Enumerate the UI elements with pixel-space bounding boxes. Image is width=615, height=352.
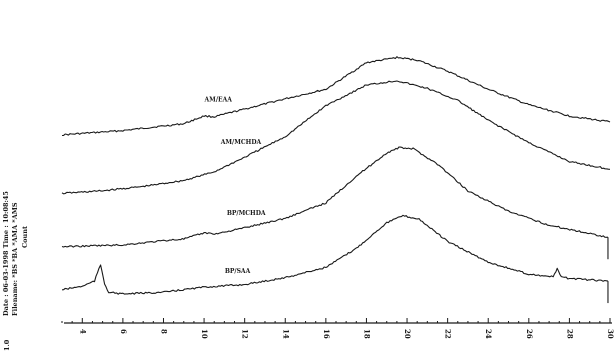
series-label: AM/EAA — [204, 97, 233, 104]
series-label: BP/SAA — [225, 268, 251, 275]
x-tick-label: 30 — [606, 329, 615, 339]
y-tick-label: 1.0 — [3, 339, 11, 351]
x-tick-label: 4 — [78, 329, 87, 334]
trace-am-mchda — [61, 80, 611, 195]
x-tick-label: 24 — [484, 329, 493, 339]
date-time-header: Date : 06-03-1998 Time : 10:08:45 — [2, 191, 10, 316]
series-traces — [61, 56, 611, 304]
y-axis-label: Count — [21, 226, 29, 248]
x-tick-label: 6 — [119, 329, 128, 334]
x-tick-label: 20 — [403, 329, 412, 339]
x-tick-label: 28 — [565, 329, 574, 339]
x-tick-label: 12 — [241, 329, 250, 339]
x-tick-label: 10 — [200, 329, 209, 339]
x-tick-label: 16 — [322, 329, 331, 339]
series-label: AM/MCHDA — [220, 139, 262, 146]
x-tick-label: 26 — [525, 329, 534, 339]
x-tick-label: 22 — [444, 329, 453, 339]
trace-bp-saa — [61, 214, 609, 295]
x-tick-label: 14 — [281, 329, 290, 339]
side-annotation: Date : 06-03-1998 Time : 10:08:45 Filena… — [2, 191, 29, 351]
trace-am-eaa — [61, 56, 611, 137]
x-axis: 4 6 8 10 12 14 16 18 20 22 24 26 28 30 — [61, 318, 615, 339]
x-tick-label: 8 — [159, 329, 168, 334]
trace-bp-mchda — [61, 146, 609, 248]
series-labels: AM/EAA AM/MCHDA BP/MCHDA BP/SAA — [204, 97, 266, 275]
series-label: BP/MCHDA — [227, 210, 266, 217]
x-tick-label: 18 — [362, 329, 371, 339]
filename-header: Filename: *BS *BA *AMA *AMS — [11, 202, 19, 316]
